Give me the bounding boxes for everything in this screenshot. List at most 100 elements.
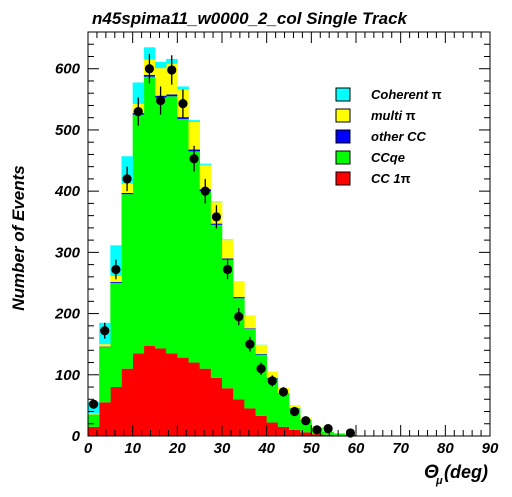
bar-ccqe [266, 378, 279, 423]
bar-ccqe [88, 414, 100, 427]
x-tick-label: 80 [437, 440, 454, 457]
legend-label-ccqe: CCqe [371, 150, 405, 165]
x-tick-label: 90 [482, 440, 499, 457]
data-point [267, 376, 277, 386]
bar-other_cc [233, 297, 245, 299]
legend: Coherent π multi π other CC CCqe CC 1π [335, 87, 442, 186]
y-tick-labels: 0 100 200 300 400 500 600 [54, 61, 81, 445]
data-point [122, 174, 132, 184]
x-tick-label: 60 [348, 440, 365, 457]
bar-cc1pi [199, 368, 212, 436]
bar-ccqe [210, 224, 223, 378]
legend-swatch-multi [335, 108, 351, 123]
bar-cc1pi [110, 387, 122, 436]
data-point [256, 364, 266, 374]
y-tick-label: 100 [55, 367, 81, 384]
legend-swatch-ccqe [335, 150, 351, 165]
bar-coherent [222, 239, 234, 241]
bar-coherent [188, 120, 200, 122]
bar-multi [233, 281, 245, 298]
x-tick-label: 70 [392, 440, 409, 457]
data-point [289, 406, 300, 417]
bar-other_cc [222, 258, 234, 260]
bar-ccqe [300, 420, 312, 433]
x-tick-labels: 0 10 20 30 40 50 60 70 80 90 [84, 440, 499, 457]
bar-cc1pi [132, 353, 145, 436]
stacked-bars [88, 47, 357, 436]
bar-cc1pi [289, 429, 301, 436]
data-point [189, 154, 199, 164]
bar-multi [99, 344, 111, 347]
x-tick-label: 20 [168, 440, 186, 457]
bar-cc1pi [210, 377, 223, 436]
bar-cc1pi [300, 432, 312, 436]
bar-ccqe [199, 191, 212, 369]
x-tick-label: 10 [124, 440, 141, 457]
bar-coherent [199, 163, 212, 165]
bar-ccqe [333, 433, 346, 436]
legend-label-coherent: Coherent π [371, 87, 442, 102]
bar-cc1pi [155, 348, 167, 436]
bar-ccqe [110, 282, 122, 388]
data-point [312, 425, 322, 435]
data-point [245, 339, 255, 349]
y-tick-label: 600 [55, 61, 81, 78]
bar-multi [199, 164, 212, 190]
bar-coherent [155, 61, 167, 69]
data-point [211, 212, 222, 222]
bar-cc1pi [88, 426, 100, 436]
bar-multi [88, 413, 100, 415]
bar-cc1pi [177, 357, 189, 436]
bar-ccqe [222, 259, 234, 389]
bar-cc1pi [266, 422, 279, 436]
plot-frame [87, 31, 491, 437]
data-point [301, 416, 311, 426]
data-point [222, 264, 233, 275]
bar-multi [222, 240, 234, 259]
bar-multi [333, 432, 346, 434]
bar-cc1pi [244, 408, 256, 436]
bar-ccqe [188, 151, 200, 363]
data-point [234, 312, 244, 322]
bar-ccqe [132, 114, 145, 354]
bar-coherent [210, 201, 223, 203]
data-point [100, 326, 110, 336]
data-point [133, 106, 143, 117]
legend-swatch-other_cc [335, 129, 351, 144]
bar-other_cc [166, 94, 178, 97]
y-tick-label: 500 [55, 122, 81, 139]
data-point [88, 399, 99, 409]
bar-multi [289, 405, 301, 409]
x-axis-label-theta: Θ [424, 462, 439, 483]
y-tick-label: 0 [72, 428, 81, 445]
bar-multi [244, 316, 256, 329]
bar-ccqe [155, 97, 167, 349]
bar-ccqe [289, 408, 301, 430]
legend-label-other_cc: other CC [371, 129, 427, 144]
data-point [178, 99, 188, 109]
x-tick-label: 0 [84, 440, 93, 457]
bar-cc1pi [188, 362, 200, 436]
bar-ccqe [244, 328, 256, 409]
bar-cc1pi [311, 434, 323, 436]
x-axis-label-mu: μ [435, 475, 443, 487]
y-tick-label: 400 [54, 183, 81, 200]
bar-cc1pi [143, 346, 156, 436]
data-point [167, 65, 177, 75]
bar-other_cc [110, 282, 122, 283]
y-axis-label: Number of Events [9, 165, 28, 310]
x-tick-label: 30 [214, 440, 231, 457]
bar-ccqe [177, 118, 189, 358]
bar-cc1pi [222, 388, 234, 436]
bar-coherent [177, 86, 189, 90]
bar-ccqe [121, 194, 133, 369]
x-axis-label: Θ μ (deg) [424, 462, 488, 487]
data-point [111, 264, 121, 275]
bar-other_cc [244, 328, 256, 329]
legend-swatch-cc1pi [335, 171, 351, 186]
bar-multi [255, 344, 267, 354]
bar-ccqe [277, 393, 290, 427]
bar-coherent [132, 82, 145, 104]
bar-ccqe [99, 347, 111, 403]
bar-cc1pi [277, 426, 290, 436]
